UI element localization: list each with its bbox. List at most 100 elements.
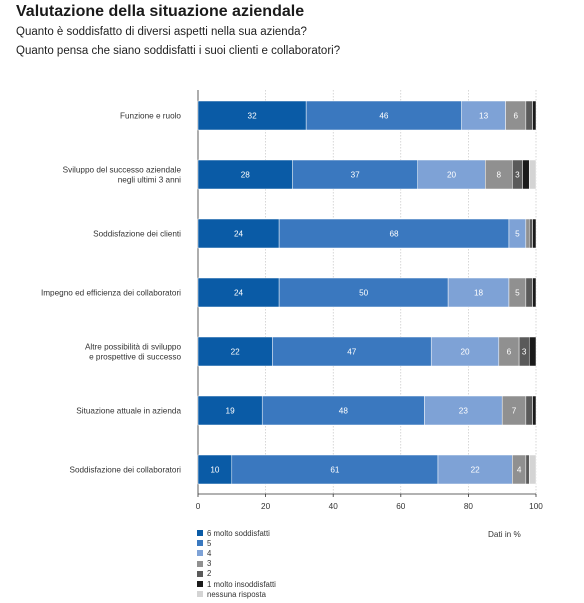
data-label: 61 (330, 466, 340, 475)
x-tick-label: 20 (261, 502, 271, 511)
data-label: 22 (471, 466, 481, 475)
bar-segment (197, 159, 293, 190)
legend-item: 4 (197, 548, 276, 558)
bar-segment (424, 395, 503, 426)
data-label: 6 (507, 348, 512, 357)
category-label: negli ultimi 3 anni (118, 176, 181, 185)
bar-segment (197, 100, 307, 131)
bar-segment (532, 218, 537, 249)
bar-segment (197, 454, 233, 485)
legend-label: 4 (207, 548, 212, 558)
bar-segment (528, 218, 533, 249)
legend-label: 1 molto insoddisfatti (207, 579, 276, 589)
legend-label: 6 molto soddisfatti (207, 528, 270, 538)
bar-segment (278, 277, 449, 308)
legend-swatch (197, 560, 203, 567)
data-label: 18 (474, 289, 484, 298)
category-label: e prospettive di successo (89, 353, 181, 362)
bar-segment (528, 159, 537, 190)
data-label: 20 (447, 171, 457, 180)
bar-segment (197, 395, 263, 426)
data-label: 10 (210, 466, 220, 475)
data-label: 23 (459, 407, 469, 416)
bar-segment (231, 454, 439, 485)
bar-segment (272, 336, 432, 367)
bar-segment (525, 277, 533, 308)
data-label: 37 (351, 171, 361, 180)
legend-item: nessuna risposta (197, 589, 276, 599)
category-label: Altre possibilità di sviluppo (85, 343, 181, 352)
category-label: Soddisfazione dei collaboratori (69, 466, 181, 475)
x-tick-label: 80 (464, 502, 474, 511)
legend-swatch (197, 540, 203, 547)
x-tick-label: 60 (396, 502, 406, 511)
legend-item: 2 (197, 569, 276, 579)
legend-item: 1 molto insoddisfatti (197, 579, 276, 589)
x-tick-label: 0 (196, 502, 201, 511)
legend-item: 5 (197, 538, 276, 548)
legend-label: 3 (207, 559, 212, 569)
bar-segment (532, 395, 537, 426)
bar-segment (292, 159, 418, 190)
category-label: Situazione attuale in azienda (76, 407, 181, 416)
bar-segment (525, 100, 533, 131)
bar-segment (528, 454, 537, 485)
x-tick-label: 40 (329, 502, 339, 511)
category-label: Sviluppo del successo aziendale (63, 166, 182, 175)
data-label: 3 (515, 171, 520, 180)
bar-segment (197, 336, 273, 367)
data-label: 47 (347, 348, 357, 357)
data-label: 48 (339, 407, 349, 416)
category-label: Impegno ed efficienza dei collaboratori (41, 289, 181, 298)
data-label: 8 (497, 171, 502, 180)
data-label: 32 (248, 112, 258, 121)
legend-item: 3 (197, 559, 276, 569)
bar-segment (525, 454, 530, 485)
bar-segment (417, 159, 486, 190)
data-label: 24 (234, 230, 244, 239)
bar-segment (528, 336, 537, 367)
data-label: 24 (234, 289, 244, 298)
bar-segment (305, 100, 462, 131)
bar-segment (278, 218, 510, 249)
data-label: 22 (231, 348, 241, 357)
bar-segment (525, 218, 530, 249)
legend-swatch (197, 550, 203, 557)
data-label: 20 (460, 348, 470, 357)
category-label: Soddisfazione dei clienti (93, 230, 181, 239)
legend-label: 2 (207, 569, 212, 579)
bar-segment (532, 277, 537, 308)
bar-segment (437, 454, 513, 485)
legend-label: 5 (207, 538, 212, 548)
data-label: 50 (359, 289, 369, 298)
data-label: 5 (515, 230, 520, 239)
data-label: 46 (379, 112, 389, 121)
legend-item: 6 molto soddisfatti (197, 528, 276, 538)
category-label: Funzione e ruolo (120, 112, 181, 121)
x-tick-label: 100 (529, 502, 543, 511)
chart-legend: 6 molto soddisfatti 5 4 3 2 1 molto insoddisf… (197, 528, 276, 599)
data-label: 13 (479, 112, 489, 121)
bar-segment (197, 218, 280, 249)
legend-swatch (197, 581, 203, 588)
legend-swatch (197, 591, 203, 598)
legend-swatch (197, 530, 203, 537)
data-label: 28 (241, 171, 251, 180)
legend-swatch (197, 570, 203, 577)
chart-subtitle-2: Quanto pensa che siano soddisfatti i suo… (16, 45, 341, 57)
legend-label: nessuna risposta (207, 589, 266, 599)
chart-title: Valutazione della situazione aziendale (16, 3, 305, 20)
bar-segment (532, 100, 537, 131)
unit-label: Dati in % (488, 530, 521, 539)
bar-segment (522, 159, 530, 190)
bar-segment (461, 100, 506, 131)
data-label: 4 (517, 466, 522, 475)
chart-subtitle-1: Quanto è soddisfatto di diversi aspetti … (16, 26, 307, 38)
data-label: 7 (512, 407, 517, 416)
bar-segment (525, 395, 533, 426)
bar-segment (430, 336, 500, 367)
data-label: 5 (515, 289, 520, 298)
data-label: 19 (226, 407, 236, 416)
data-label: 3 (522, 348, 527, 357)
